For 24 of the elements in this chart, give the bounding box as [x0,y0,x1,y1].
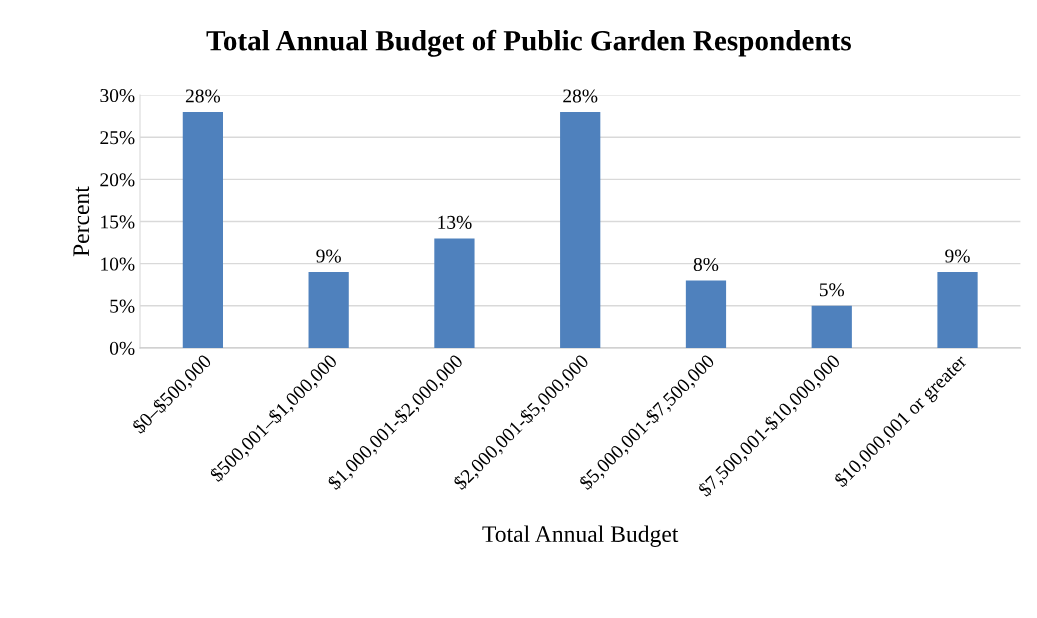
chart-title: Total Annual Budget of Public Garden Respondents [206,29,851,57]
y-tick-label: 5% [110,299,135,313]
bar [560,112,601,348]
bar [182,112,224,348]
y-tick-label: 25% [100,131,135,145]
data-label: 8% [693,257,719,272]
y-tick-label: 30% [100,88,135,103]
y-axis-title: Percent [73,186,90,257]
data-label: 9% [316,249,341,263]
data-label: 28% [185,89,221,103]
data-label: 13% [438,215,472,229]
data-label: 28% [563,89,598,103]
bar [685,280,727,348]
y-tick-label: 15% [101,215,135,229]
y-tick-label: 20% [100,173,135,187]
bar [308,272,349,348]
data-label: 5% [819,283,845,297]
x-axis-title: Total Annual Budget [482,525,679,547]
bar [434,238,475,348]
y-tick-label: 10% [101,257,135,271]
y-tick-label: 0% [109,341,135,355]
bar [937,272,978,348]
data-label: 9% [945,249,970,263]
bar [811,305,852,348]
